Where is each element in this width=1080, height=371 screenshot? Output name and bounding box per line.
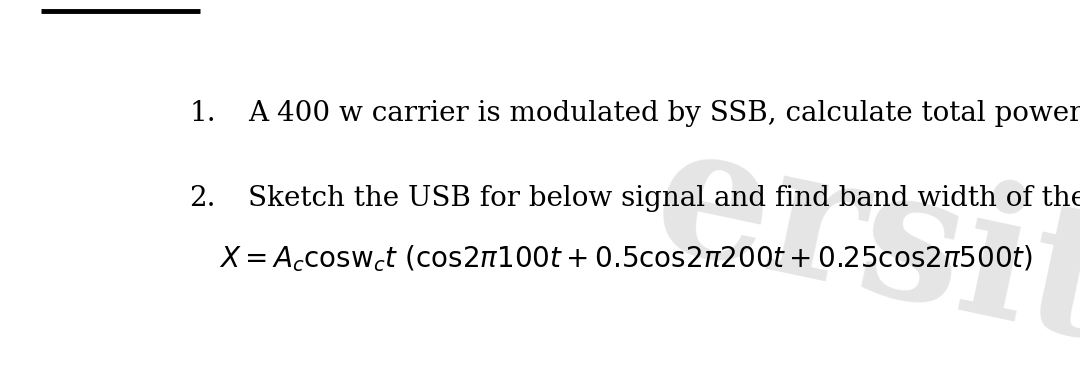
Text: 1.: 1. xyxy=(189,99,216,127)
Text: Sketch the USB for below signal and find band width of the result.: Sketch the USB for below signal and find… xyxy=(248,185,1080,212)
Text: A 400 w carrier is modulated by SSB, calculate total power: A 400 w carrier is modulated by SSB, cal… xyxy=(248,99,1080,127)
Text: 2.: 2. xyxy=(189,185,216,212)
Text: $X = A_c\mathrm{cosw}_ct\ (\mathrm{cos}2\pi100t + 0.5\mathrm{cos}2\pi200t + 0.25: $X = A_c\mathrm{cosw}_ct\ (\mathrm{cos}2… xyxy=(218,243,1032,274)
Text: ersit: ersit xyxy=(639,110,1080,371)
